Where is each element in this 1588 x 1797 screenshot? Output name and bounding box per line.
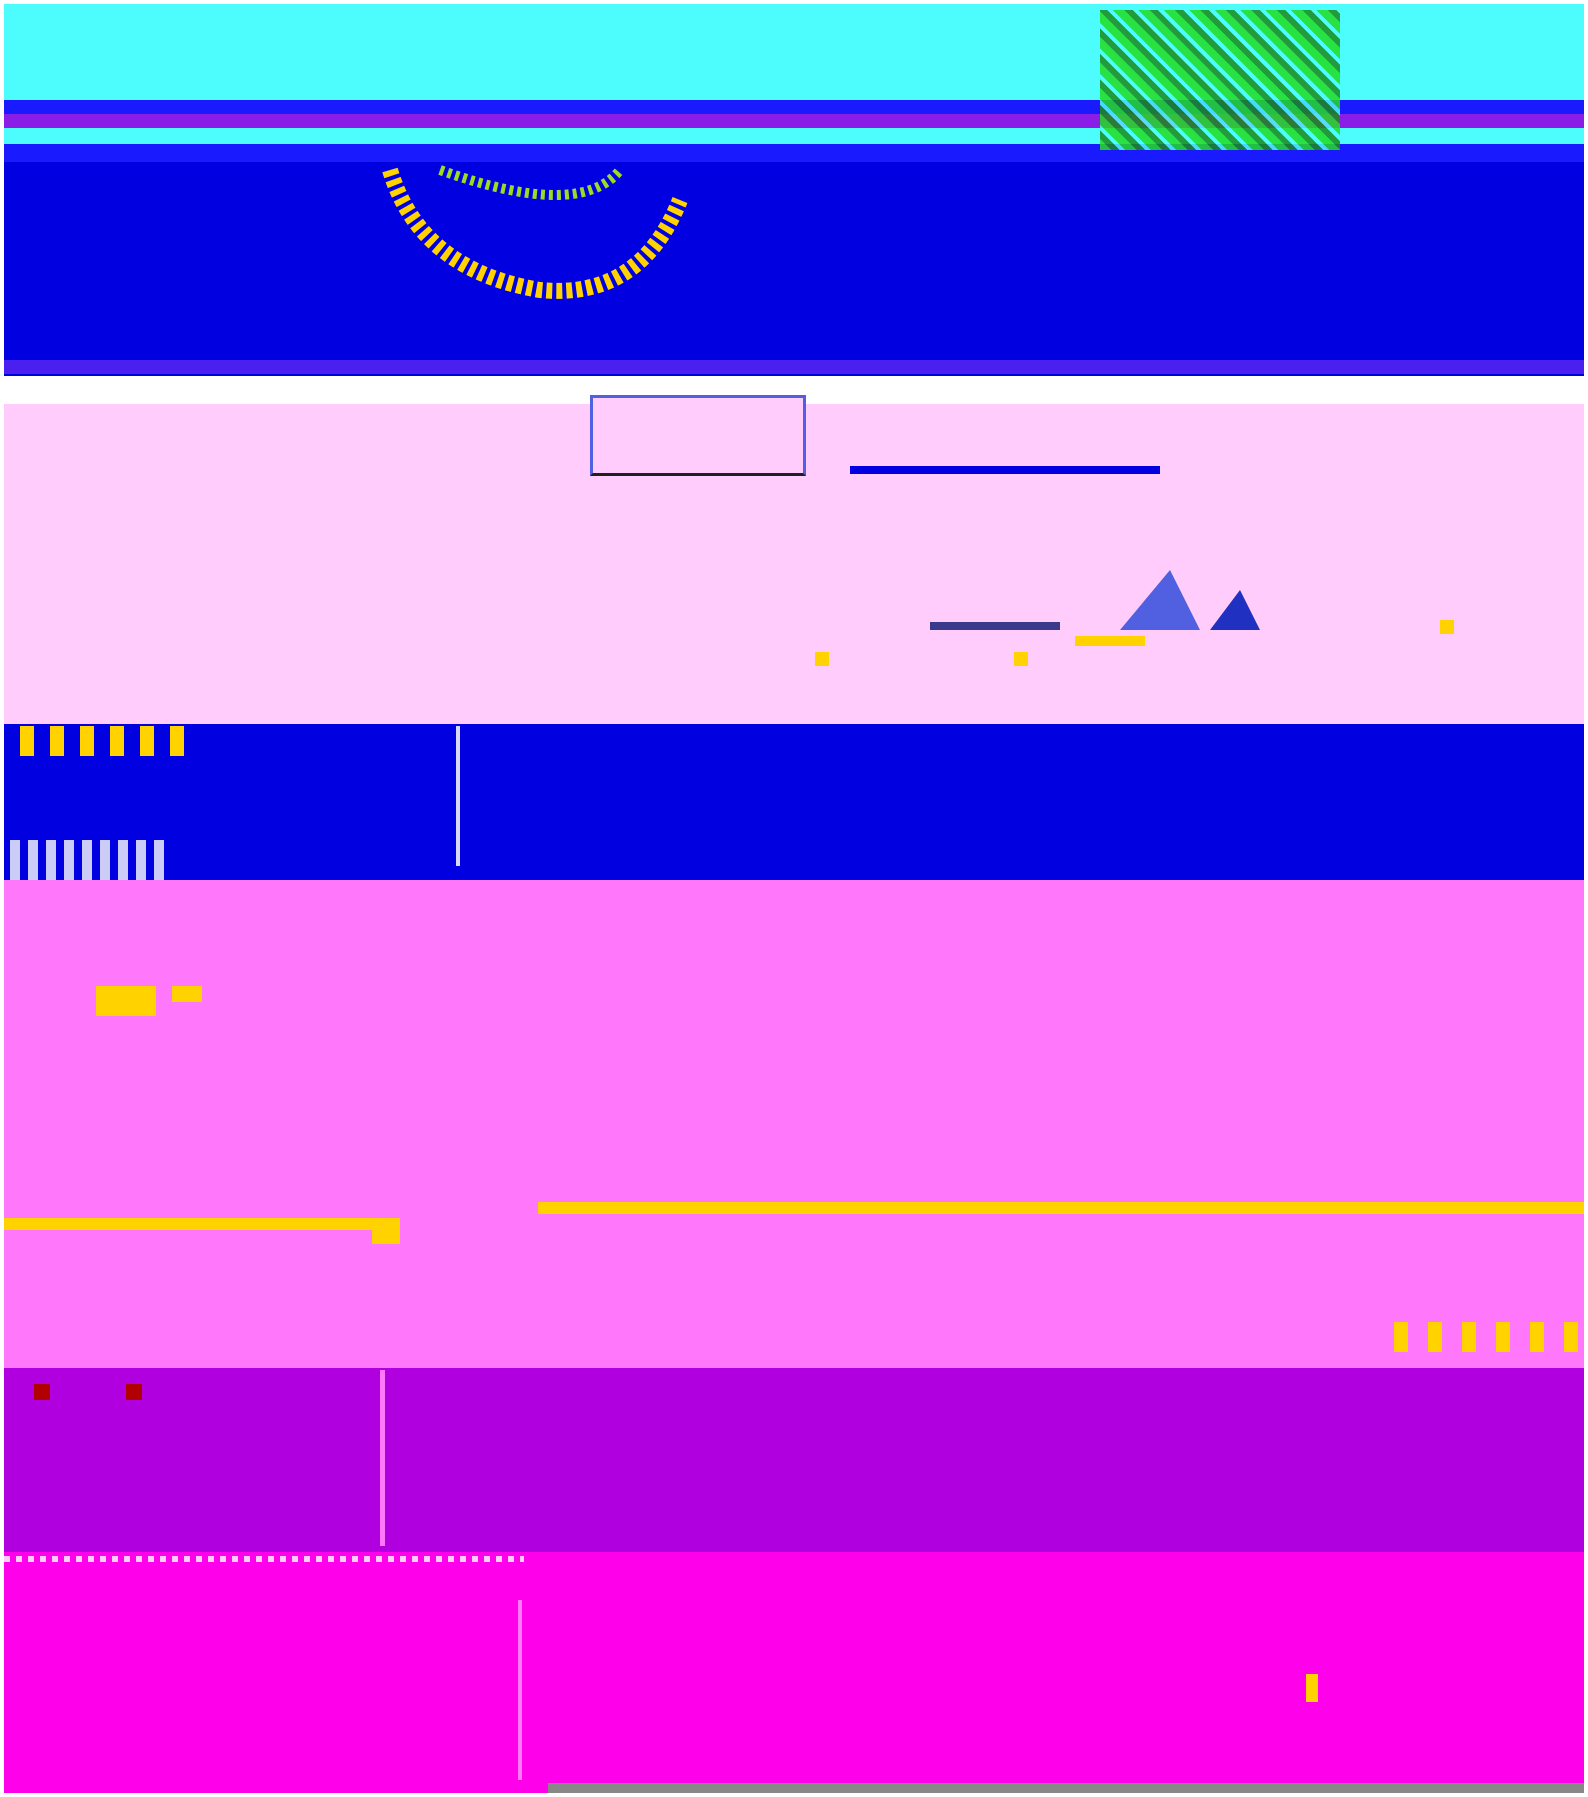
pink-dotted-rule bbox=[4, 1556, 524, 1562]
vertical-line-bottom bbox=[518, 1600, 522, 1780]
yellow-dot-3 bbox=[1440, 620, 1454, 634]
yellow-dot-1 bbox=[815, 652, 829, 666]
pink-vertical-line bbox=[380, 1370, 385, 1546]
cyan-stripe bbox=[4, 128, 1584, 144]
pink-inner-box bbox=[590, 395, 806, 476]
blue-stripe-top bbox=[4, 100, 1584, 114]
violet-line bbox=[4, 360, 1584, 374]
yellow-mark-bottom bbox=[1306, 1674, 1318, 1702]
green-noise-top-right bbox=[1100, 10, 1340, 150]
white-noise-left bbox=[10, 840, 170, 880]
swirl-shape bbox=[382, 165, 688, 299]
yellow-block-left bbox=[372, 1218, 400, 1244]
yellow-dash bbox=[1075, 636, 1145, 646]
blue-block-middle bbox=[4, 724, 1584, 880]
blue-peak-shape bbox=[1120, 570, 1260, 630]
yellow-blob-small bbox=[172, 986, 202, 1002]
hot-magenta-band bbox=[4, 1552, 1584, 1793]
yellow-dots-right bbox=[1394, 1322, 1580, 1352]
blue-rule bbox=[850, 466, 1160, 474]
yellow-noise-left bbox=[20, 726, 200, 756]
red-marks bbox=[34, 1384, 144, 1400]
gray-bottom-bar bbox=[548, 1783, 1584, 1793]
dark-dash-line bbox=[930, 622, 1060, 630]
violet-stripe bbox=[4, 114, 1584, 128]
blue-block-upper bbox=[4, 162, 1584, 376]
yellow-line-long bbox=[538, 1202, 1584, 1214]
white-vertical-line bbox=[456, 726, 460, 866]
yellow-blob-left bbox=[96, 986, 156, 1016]
blue-stripe bbox=[4, 144, 1584, 162]
cyan-band bbox=[4, 4, 1584, 100]
yellow-line-left bbox=[4, 1218, 400, 1230]
magenta-pink-band bbox=[4, 880, 1584, 1368]
yellow-dot-2 bbox=[1014, 652, 1028, 666]
purple-band bbox=[4, 1368, 1584, 1552]
